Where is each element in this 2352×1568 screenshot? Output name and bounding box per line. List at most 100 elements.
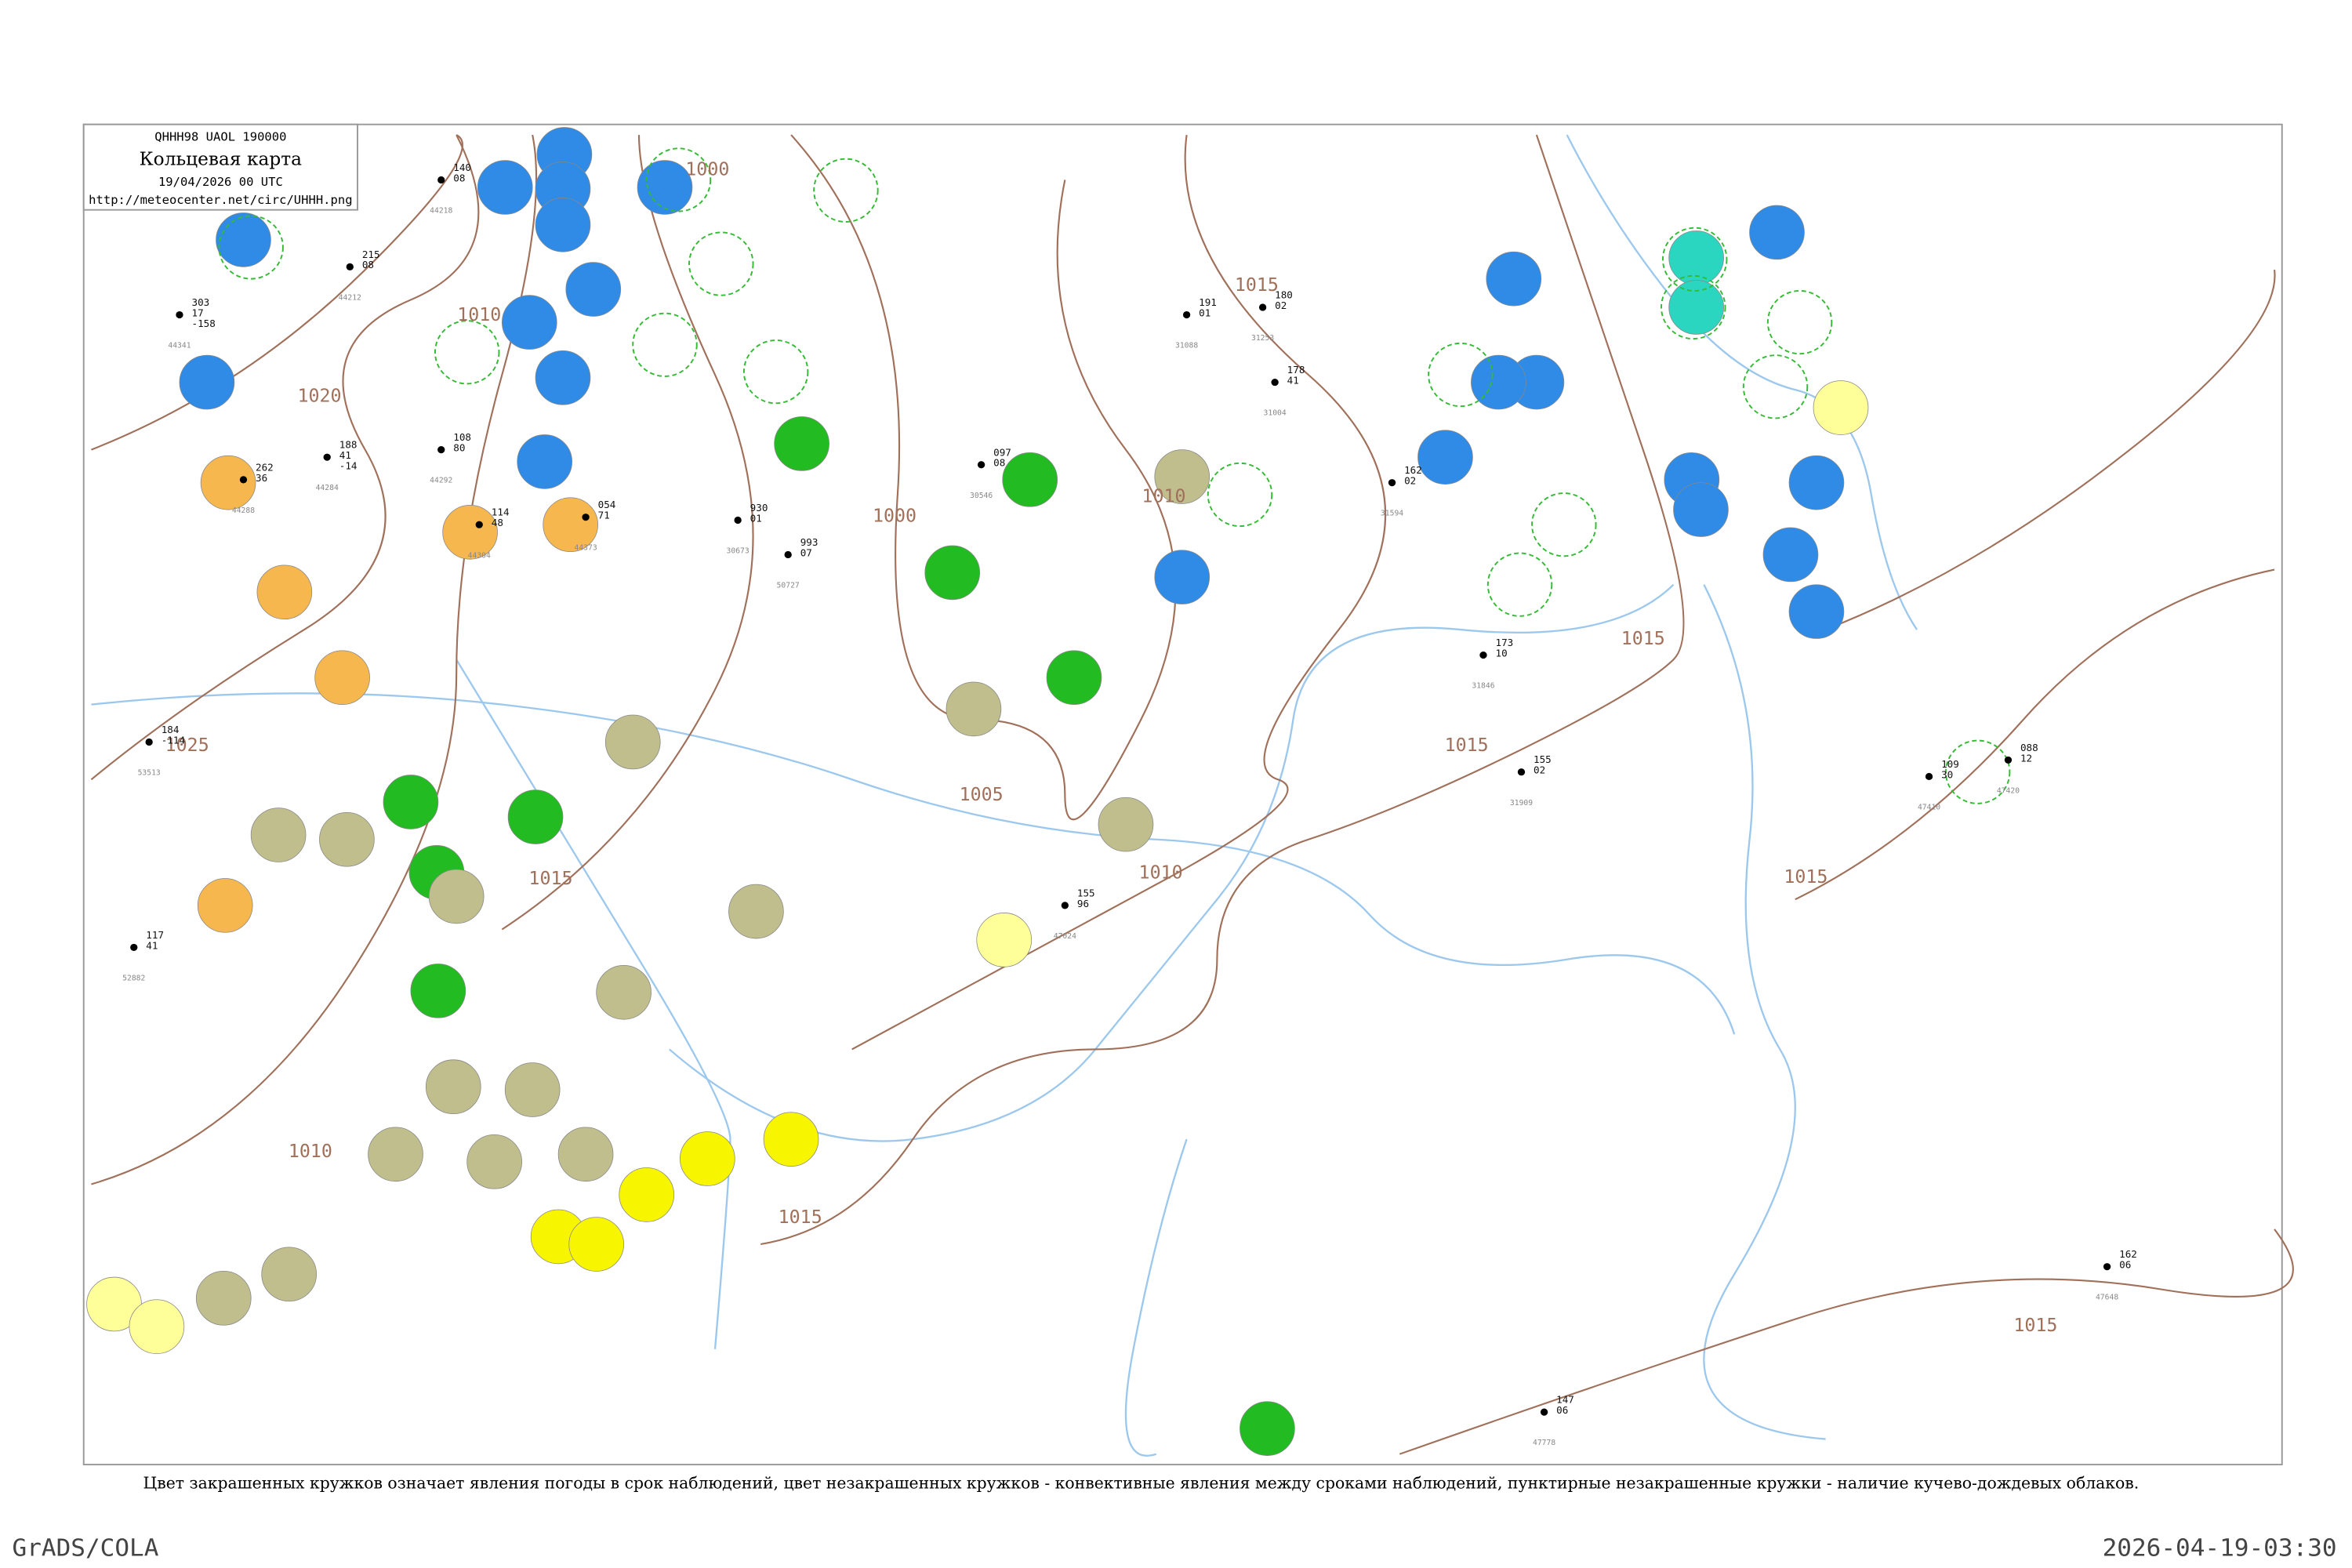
station-dot [239, 476, 248, 484]
station-value: 36 [256, 472, 267, 484]
cb-cloud-circle [742, 339, 809, 405]
station-value: 01 [1199, 307, 1210, 319]
station-id: 47420 [1997, 787, 2020, 796]
station-dot [2103, 1263, 2111, 1271]
station-value: 41 [146, 939, 158, 951]
station-value: 08 [453, 172, 465, 183]
station-value: 191 [1199, 296, 1217, 308]
weather-circle [197, 878, 253, 933]
station-id: 44341 [168, 342, 191, 350]
header-title: Кольцевая карта [140, 149, 303, 169]
cb-cloud-circle [688, 231, 754, 296]
station-dot [130, 943, 138, 952]
weather-circle [1154, 449, 1210, 504]
station-dot [437, 176, 445, 184]
weather-circle [1749, 205, 1805, 260]
weather-circle [637, 160, 693, 215]
station-value: 215 [362, 249, 380, 260]
header-date: 19/04/2026 00 UTC [158, 175, 283, 189]
weather-circle [195, 1271, 252, 1326]
station-id: 31004 [1264, 409, 1287, 418]
weather-circle [1486, 251, 1542, 307]
station-dot [475, 521, 483, 528]
isobar-label: 1015 [1235, 275, 1279, 296]
station-value: 10 [1496, 648, 1508, 659]
weather-circle [557, 1127, 614, 1182]
station-value: 097 [993, 446, 1011, 458]
weather-circle [924, 545, 981, 601]
station-value: 993 [800, 536, 818, 548]
cb-cloud-circle [813, 158, 879, 223]
station-value: 02 [1534, 764, 1545, 776]
station-value: 48 [492, 517, 503, 528]
weather-circle [466, 1134, 522, 1189]
weather-circle [535, 350, 591, 405]
weather-circle [946, 681, 1002, 737]
station-dot [1540, 1408, 1548, 1416]
station-value: 96 [1077, 898, 1089, 909]
station-id: 30546 [970, 492, 993, 500]
weather-circle [129, 1299, 185, 1354]
weather-circle [543, 497, 599, 553]
station-dot [734, 516, 742, 524]
station-value: 155 [1077, 887, 1095, 898]
weather-circle [1668, 230, 1724, 285]
station-dot [977, 461, 985, 469]
station-value: 41 [1287, 375, 1299, 387]
weather-circle [319, 811, 375, 867]
header-url: http://meteocenter.net/circ/UHHH.png [89, 193, 352, 207]
station-id: 44284 [316, 484, 339, 492]
station-dot [1271, 378, 1279, 387]
station-dot [1061, 902, 1069, 909]
weather-circle [477, 160, 533, 215]
station-id: 44212 [339, 293, 361, 302]
station-dot [1517, 768, 1526, 776]
cb-cloud-circle [632, 312, 698, 377]
station-value: 147 [1556, 1394, 1574, 1406]
isobar-label: 1010 [289, 1142, 332, 1162]
weather-circle [256, 564, 313, 620]
map-labels: 1020102510101010101010001000100510151015… [122, 160, 2137, 1447]
station-id: 44304 [468, 551, 491, 560]
station-value: -14 [339, 460, 358, 472]
weather-circle [507, 789, 564, 844]
station-id: 31846 [1472, 682, 1494, 691]
weather-circle [1098, 797, 1154, 852]
station-value: 180 [1275, 289, 1293, 301]
weather-circle [216, 212, 271, 267]
software-credit: GrADS/COLA [13, 1534, 159, 1563]
weather-circle [504, 1062, 561, 1117]
station-value: 117 [146, 929, 164, 941]
station-value: 262 [256, 461, 274, 473]
isobar-label: 1010 [1142, 487, 1185, 507]
station-dot [582, 514, 590, 521]
weather-circle [200, 455, 256, 510]
isobar-label: 1005 [960, 785, 1004, 805]
weather-circle [517, 434, 573, 489]
legend-caption: Цвет закрашенных кружков означает явлени… [143, 1474, 2139, 1493]
weather-circle [976, 913, 1033, 967]
weather-circle [1046, 650, 1102, 706]
isobar-label: 1025 [165, 735, 209, 756]
station-id: 31253 [1251, 334, 1274, 343]
station-value: -158 [192, 318, 216, 329]
weather-circle [1788, 584, 1845, 639]
weather-circle [1813, 380, 1869, 435]
station-value: 184 [162, 724, 180, 735]
header-code: QHHH98 UAOL 190000 [154, 130, 286, 144]
cb-cloud-circle [434, 320, 500, 385]
station-id: 31909 [1510, 799, 1533, 808]
station-dot [1479, 651, 1487, 659]
station-value: 155 [1534, 753, 1552, 765]
isobar-label: 1015 [1784, 867, 1828, 887]
isobar-label: 1015 [1445, 735, 1489, 756]
station-id: 52882 [122, 975, 145, 983]
isobar-label: 1015 [779, 1207, 822, 1228]
station-value: 162 [2119, 1248, 2137, 1260]
station-id: 47024 [1054, 932, 1076, 941]
weather-circle [604, 714, 661, 770]
weather-circle [1762, 527, 1819, 583]
station-id: 44218 [430, 207, 452, 216]
station-value: 303 [192, 296, 210, 308]
station-dot [1258, 303, 1267, 311]
